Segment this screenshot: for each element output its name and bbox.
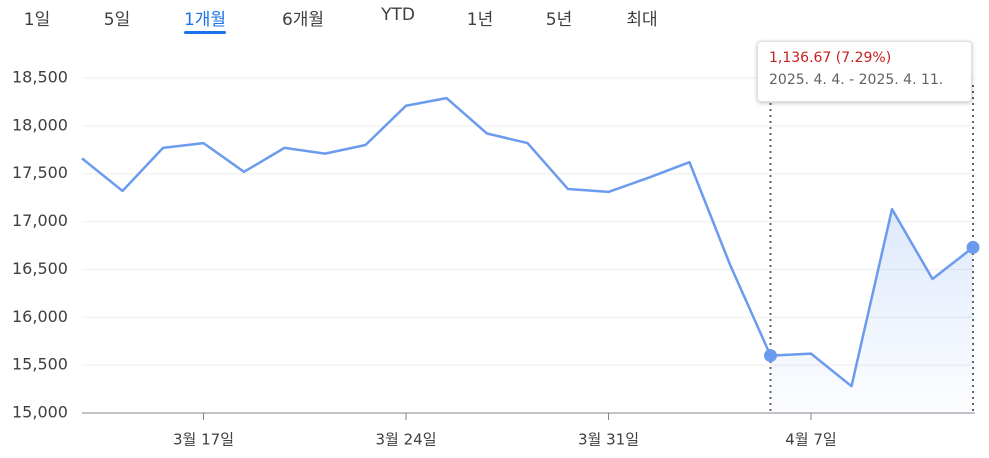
range-tab[interactable]: 5일 <box>103 10 131 30</box>
y-tick-label: 16,000 <box>12 307 68 326</box>
y-tick-label: 17,000 <box>12 211 68 230</box>
highlight-area <box>770 209 973 413</box>
range-tab[interactable]: 1개월 <box>183 10 227 30</box>
range-tab[interactable]: 1일 <box>23 10 51 30</box>
price-line <box>81 96 974 388</box>
point <box>966 240 980 254</box>
x-tick-label: 4월 7일 <box>785 431 836 449</box>
range-tabs: 1일 5일 1개월 6개월 YTD 1년 5년 최대 <box>0 0 989 40</box>
range-tab[interactable]: 6개월 <box>281 10 325 30</box>
tooltip-change: 1,136.67 (7.29%) <box>769 50 892 66</box>
range-tab[interactable]: YTD <box>381 5 415 25</box>
tooltip: 1,136.67 (7.29%) 2025. 4. 4. - 2025. 4. … <box>757 41 972 102</box>
y-tick-label: 18,500 <box>12 68 68 87</box>
x-tick-label: 3월 17일 <box>173 431 234 449</box>
range-tab[interactable]: 1년 <box>466 10 494 30</box>
x-tick-label: 3월 24일 <box>376 431 437 449</box>
tooltip-range: 2025. 4. 4. - 2025. 4. 11. <box>769 72 944 88</box>
range-tab[interactable]: 5년 <box>545 10 573 30</box>
x-tick-label: 3월 31일 <box>578 431 639 449</box>
y-tick-label: 16,500 <box>12 259 68 278</box>
y-tick-label: 17,500 <box>12 163 68 182</box>
active-underline <box>184 31 226 34</box>
range-tab[interactable]: 최대 <box>626 10 658 30</box>
y-tick-label: 15,500 <box>12 355 68 374</box>
y-tick-label: 18,000 <box>12 115 68 134</box>
y-tick-label: 15,000 <box>12 403 68 422</box>
point <box>764 349 777 363</box>
